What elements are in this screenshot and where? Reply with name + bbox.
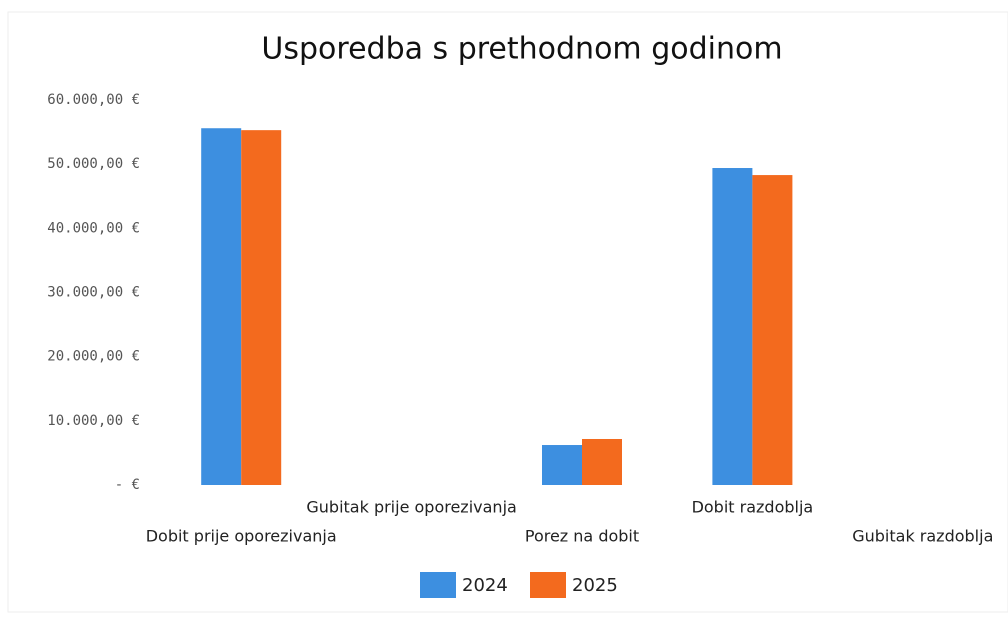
bar bbox=[582, 438, 622, 485]
chart-frame bbox=[7, 11, 1008, 613]
y-tick-label: 60.000,00 € bbox=[47, 92, 140, 108]
y-tick-label: 10.000,00 € bbox=[47, 413, 140, 429]
y-tick-label: 40.000,00 € bbox=[47, 220, 140, 236]
chart-title: Usporedba s prethodnom godinom bbox=[261, 32, 782, 67]
x-tick-label: Gubitak razdoblja bbox=[852, 527, 993, 546]
bar bbox=[712, 168, 753, 485]
y-tick-label: - € bbox=[115, 477, 140, 493]
x-tick-label: Gubitak prije oporezivanja bbox=[306, 498, 516, 517]
bar bbox=[241, 130, 282, 486]
bar bbox=[542, 445, 582, 485]
y-tick-label: 20.000,00 € bbox=[47, 349, 140, 365]
x-tick-label: Porez na dobit bbox=[525, 527, 639, 546]
legend-label: 2025 bbox=[572, 575, 618, 596]
y-tick-label: 30.000,00 € bbox=[47, 285, 140, 301]
x-tick-label: Dobit prije oporezivanja bbox=[146, 527, 337, 546]
x-tick-label: Dobit razdoblja bbox=[692, 498, 814, 517]
legend-swatch bbox=[530, 572, 566, 598]
bar bbox=[201, 128, 242, 485]
bar bbox=[752, 175, 793, 485]
legend-label: 2024 bbox=[462, 575, 508, 596]
y-tick-label: 50.000,00 € bbox=[47, 156, 140, 172]
legend-swatch bbox=[420, 572, 456, 598]
